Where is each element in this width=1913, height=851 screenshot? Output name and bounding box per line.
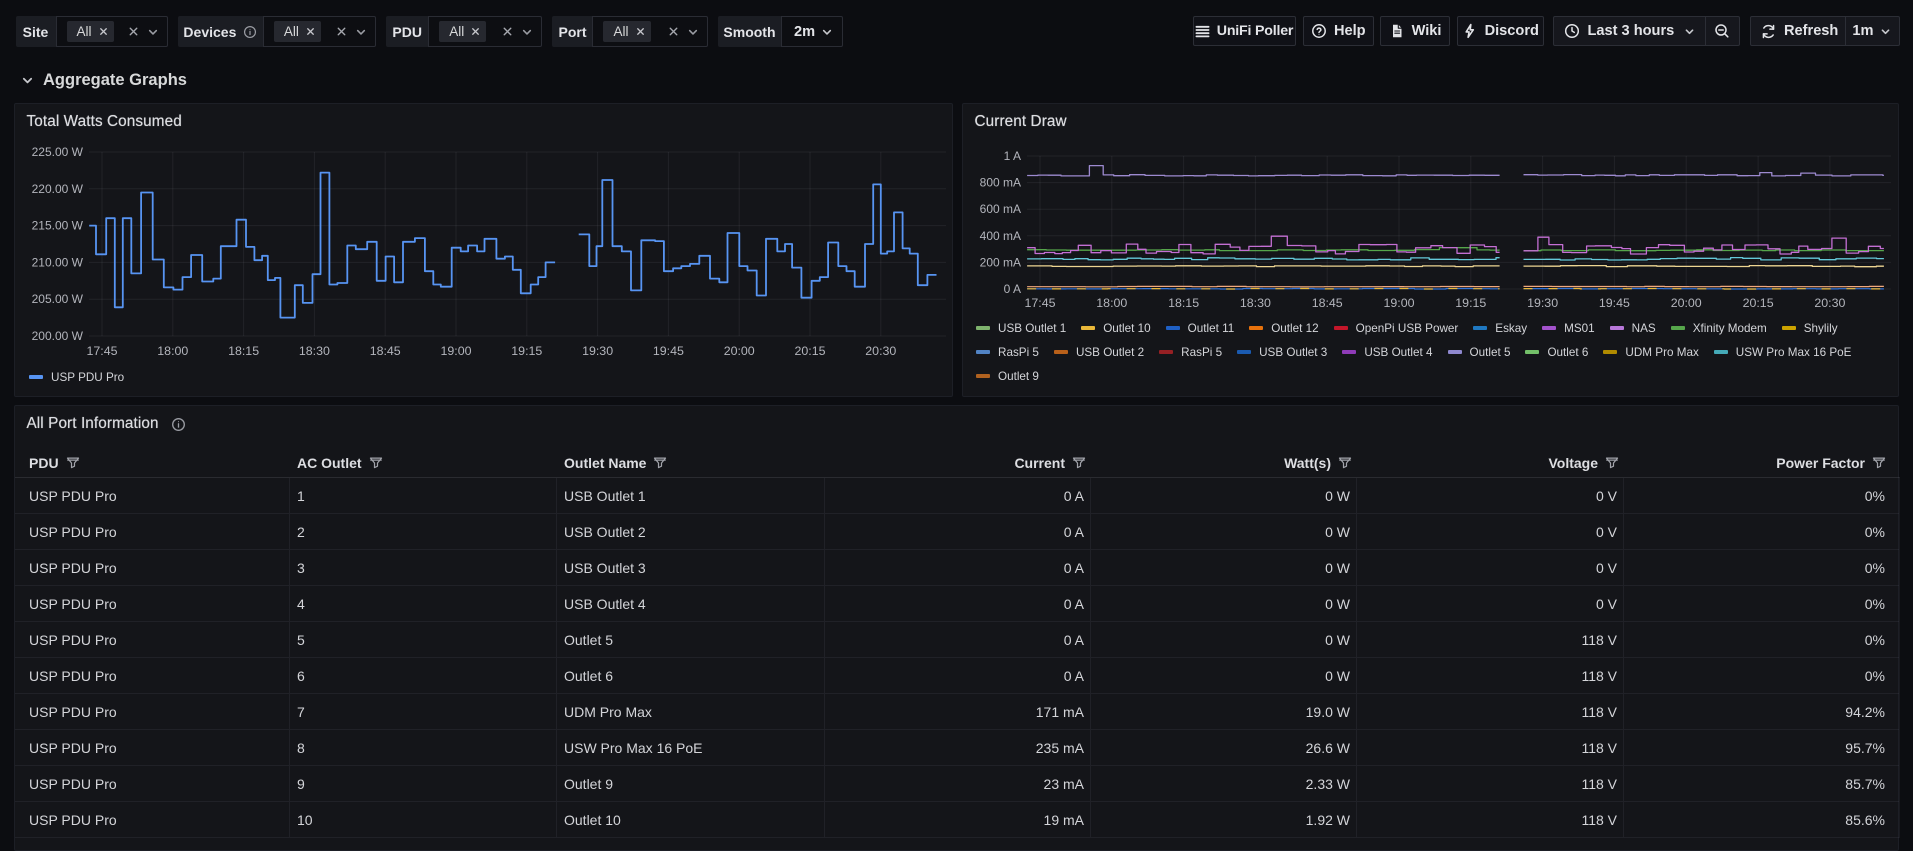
svg-text:200 mA: 200 mA bbox=[980, 255, 1021, 269]
svg-text:18:30: 18:30 bbox=[1240, 296, 1271, 310]
svg-text:200.00 W: 200.00 W bbox=[32, 329, 84, 343]
svg-text:20:15: 20:15 bbox=[1743, 296, 1774, 310]
svg-text:18:45: 18:45 bbox=[1312, 296, 1343, 310]
svg-text:20:15: 20:15 bbox=[794, 344, 825, 358]
svg-text:0 A: 0 A bbox=[1004, 282, 1021, 296]
svg-text:210.00 W: 210.00 W bbox=[32, 255, 84, 269]
svg-text:20:30: 20:30 bbox=[1814, 296, 1845, 310]
svg-text:18:00: 18:00 bbox=[157, 344, 188, 358]
svg-text:220.00 W: 220.00 W bbox=[32, 182, 84, 196]
svg-text:215.00 W: 215.00 W bbox=[32, 219, 84, 233]
svg-text:400 mA: 400 mA bbox=[980, 229, 1021, 243]
svg-text:600 mA: 600 mA bbox=[980, 202, 1021, 216]
svg-text:205.00 W: 205.00 W bbox=[32, 292, 84, 306]
svg-text:18:00: 18:00 bbox=[1096, 296, 1127, 310]
svg-text:1 A: 1 A bbox=[1004, 149, 1021, 163]
svg-text:19:45: 19:45 bbox=[653, 344, 684, 358]
svg-text:800 mA: 800 mA bbox=[980, 176, 1021, 190]
svg-text:19:30: 19:30 bbox=[582, 344, 613, 358]
svg-text:19:00: 19:00 bbox=[440, 344, 471, 358]
svg-text:20:30: 20:30 bbox=[865, 344, 896, 358]
svg-text:19:15: 19:15 bbox=[511, 344, 542, 358]
svg-text:19:45: 19:45 bbox=[1599, 296, 1630, 310]
svg-text:18:30: 18:30 bbox=[299, 344, 330, 358]
svg-text:225.00 W: 225.00 W bbox=[32, 145, 84, 159]
svg-text:20:00: 20:00 bbox=[1671, 296, 1702, 310]
svg-text:18:45: 18:45 bbox=[370, 344, 401, 358]
svg-text:19:15: 19:15 bbox=[1455, 296, 1486, 310]
svg-text:20:00: 20:00 bbox=[724, 344, 755, 358]
svg-text:18:15: 18:15 bbox=[1168, 296, 1199, 310]
svg-text:19:00: 19:00 bbox=[1383, 296, 1414, 310]
svg-text:17:45: 17:45 bbox=[1024, 296, 1055, 310]
svg-text:17:45: 17:45 bbox=[86, 344, 117, 358]
svg-text:18:15: 18:15 bbox=[228, 344, 259, 358]
svg-text:19:30: 19:30 bbox=[1527, 296, 1558, 310]
